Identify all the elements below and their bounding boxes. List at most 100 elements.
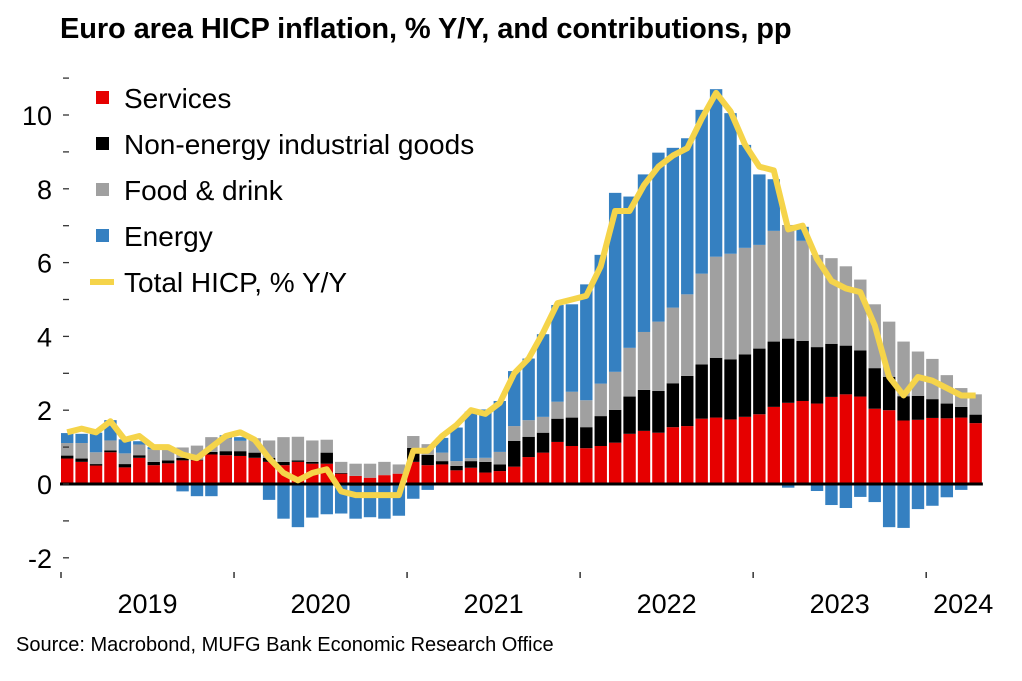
bar-energy-2021-05 [464,411,478,459]
bar-non-energy-industrial-goods-2022-08 [681,375,694,427]
bar-non-energy-industrial-goods-2020-01 [234,451,247,456]
bar-services-2024-04 [969,423,982,484]
bar-food-drink-2022-11 [724,253,737,360]
bar-food-drink-2020-12 [392,464,406,474]
legend-item-energy: Energy [96,221,213,252]
bar-non-energy-industrial-goods-2020-04 [277,461,290,466]
legend-item-non-energy-industrial-goods: Non-energy industrial goods [96,129,474,160]
bar-energy-2024-03 [955,484,968,490]
legend-label: Services [124,83,231,114]
bar-services-2022-12 [738,416,752,484]
bar-services-2022-01 [580,448,593,484]
bar-services-2023-06 [825,396,838,484]
bar-non-energy-industrial-goods-2024-01 [926,399,939,418]
bar-services-2022-03 [608,442,622,484]
bar-services-2020-03 [262,461,276,484]
bar-food-drink-2023-11 [897,341,910,397]
bar-food-drink-2023-05 [810,254,824,348]
bar-energy-2021-02 [421,484,434,490]
bar-services-2022-11 [724,419,737,484]
bar-food-drink-2022-12 [738,247,752,355]
bar-energy-2021-11 [551,305,564,402]
bar-energy-2022-01 [580,284,593,401]
bar-services-2021-05 [464,467,478,484]
bar-energy-2020-05 [291,484,305,528]
bar-food-drink-2023-12 [911,351,925,396]
bar-non-energy-industrial-goods-2021-04 [450,465,463,471]
bar-non-energy-industrial-goods-2021-08 [508,440,521,467]
legend-square-swatch-icon [96,91,109,104]
bar-non-energy-industrial-goods-2022-12 [738,354,752,417]
bar-food-drink-2020-01 [234,440,247,452]
bar-services-2021-02 [421,465,434,484]
bar-services-2020-09 [349,475,362,484]
bar-food-drink-2024-04 [969,394,982,415]
x-tick-label-2023: 2023 [810,589,870,619]
bar-non-energy-industrial-goods-2022-04 [623,396,636,434]
bar-services-2023-03 [782,402,795,484]
bar-energy-2021-06 [479,409,492,458]
bar-non-energy-industrial-goods-2020-05 [291,460,305,462]
bar-services-2019-10 [190,460,204,484]
bar-energy-2021-09 [522,358,535,421]
bar-energy-2023-10 [882,484,896,528]
bar-food-drink-2023-03 [782,224,795,339]
bar-non-energy-industrial-goods-2021-05 [464,461,478,468]
bar-non-energy-industrial-goods-2019-03 [89,464,103,466]
bar-services-2023-05 [810,403,824,484]
legend-label: Non-energy industrial goods [124,129,474,160]
bars-layer [61,89,982,528]
bar-non-energy-industrial-goods-2022-11 [724,359,737,420]
bar-services-2020-02 [248,457,261,484]
bar-non-energy-industrial-goods-2022-09 [695,364,708,419]
bar-energy-2019-03 [89,432,103,453]
bar-food-drink-2020-10 [363,463,377,478]
bar-food-drink-2019-03 [89,452,103,465]
bar-food-drink-2019-04 [104,440,117,451]
bar-services-2019-07 [147,465,160,484]
bar-non-energy-industrial-goods-2023-11 [897,396,910,421]
bar-non-energy-industrial-goods-2022-03 [608,409,622,443]
bar-energy-2019-05 [118,439,132,454]
bar-non-energy-industrial-goods-2021-02 [421,454,434,466]
bar-non-energy-industrial-goods-2020-06 [306,461,319,464]
legend-label: Food & drink [124,175,284,206]
bar-energy-2022-02 [594,254,607,384]
bar-food-drink-2022-07 [666,307,680,384]
bar-food-drink-2022-03 [608,371,622,410]
bar-food-drink-2021-08 [508,426,521,441]
bar-services-2021-08 [508,466,521,484]
legend-square-swatch-icon [96,137,109,150]
bar-services-2021-03 [435,464,449,484]
y-tick-label: 8 [37,175,52,205]
bar-services-2023-08 [854,396,867,484]
bar-non-energy-industrial-goods-2019-06 [133,455,146,458]
bar-energy-2023-12 [911,484,925,510]
bar-non-energy-industrial-goods-2021-07 [493,464,506,472]
bar-services-2019-03 [89,465,103,484]
bar-food-drink-2019-02 [75,443,88,459]
bar-non-energy-industrial-goods-2020-02 [248,452,261,458]
bar-services-2019-08 [161,463,175,484]
x-tick-label-2024: 2024 [933,589,993,619]
bar-energy-2020-07 [320,484,333,515]
bar-services-2023-10 [882,410,896,484]
bar-energy-2023-07 [839,484,853,508]
bar-services-2022-05 [637,430,651,484]
bar-food-drink-2020-11 [378,461,391,476]
bar-food-drink-2019-05 [118,453,132,465]
bar-energy-2023-11 [897,484,910,528]
bar-energy-2020-04 [277,484,290,519]
bar-energy-2022-11 [724,113,737,254]
x-tick-label-2020: 2020 [291,589,351,619]
bar-food-drink-2021-12 [565,391,579,418]
bar-non-energy-industrial-goods-2022-02 [594,416,607,446]
bar-non-energy-industrial-goods-2023-04 [796,340,809,401]
bar-services-2024-01 [926,417,939,484]
bar-services-2021-04 [450,470,463,484]
bar-energy-2023-09 [868,484,881,503]
bar-services-2022-08 [681,426,694,484]
bar-food-drink-2020-04 [277,437,290,462]
bar-services-2023-09 [868,408,881,484]
bar-non-energy-industrial-goods-2019-08 [161,460,175,464]
